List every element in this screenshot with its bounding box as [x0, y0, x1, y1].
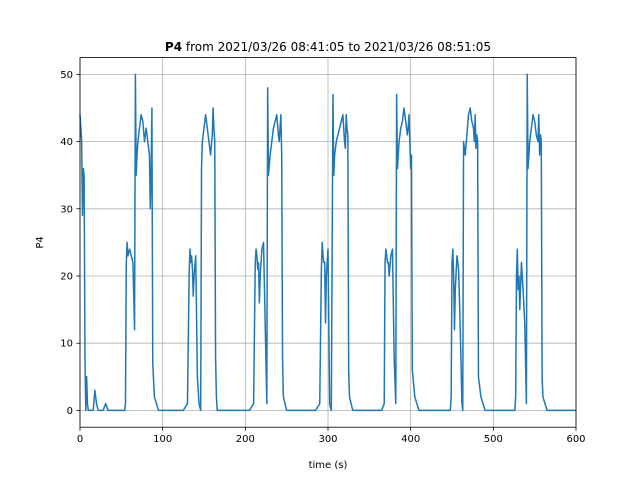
x-tick-label: 100: [153, 434, 172, 445]
series-line-0: [79, 73, 576, 412]
y-tick-label: 10: [60, 339, 73, 350]
x-axis-label: time (s): [309, 460, 348, 471]
y-tick-label: 40: [60, 137, 73, 148]
x-tick-label: 500: [484, 434, 503, 445]
series-layer: [79, 73, 576, 412]
x-tick-label: 400: [401, 434, 420, 445]
x-tick-label: 600: [566, 434, 585, 445]
y-tick-label: 50: [60, 70, 73, 81]
chart-title-rest: from 2021/03/26 08:41:05 to 2021/03/26 0…: [182, 40, 491, 54]
y-tick-label: 30: [60, 204, 73, 215]
chart-title: P4 from 2021/03/26 08:41:05 to 2021/03/2…: [165, 40, 491, 54]
y-tick-label: 20: [60, 272, 73, 283]
y-axis-label: P4: [35, 236, 46, 248]
y-tick-label: 0: [67, 406, 73, 417]
ticks: 0 100 200 300 400 500 600 0 10 20 30 40 50: [60, 70, 585, 445]
x-tick-label: 200: [236, 434, 255, 445]
x-tick-label: 0: [77, 434, 83, 445]
grid: [79, 57, 577, 428]
chart-title-bold: P4: [165, 40, 182, 54]
x-tick-label: 300: [318, 434, 337, 445]
